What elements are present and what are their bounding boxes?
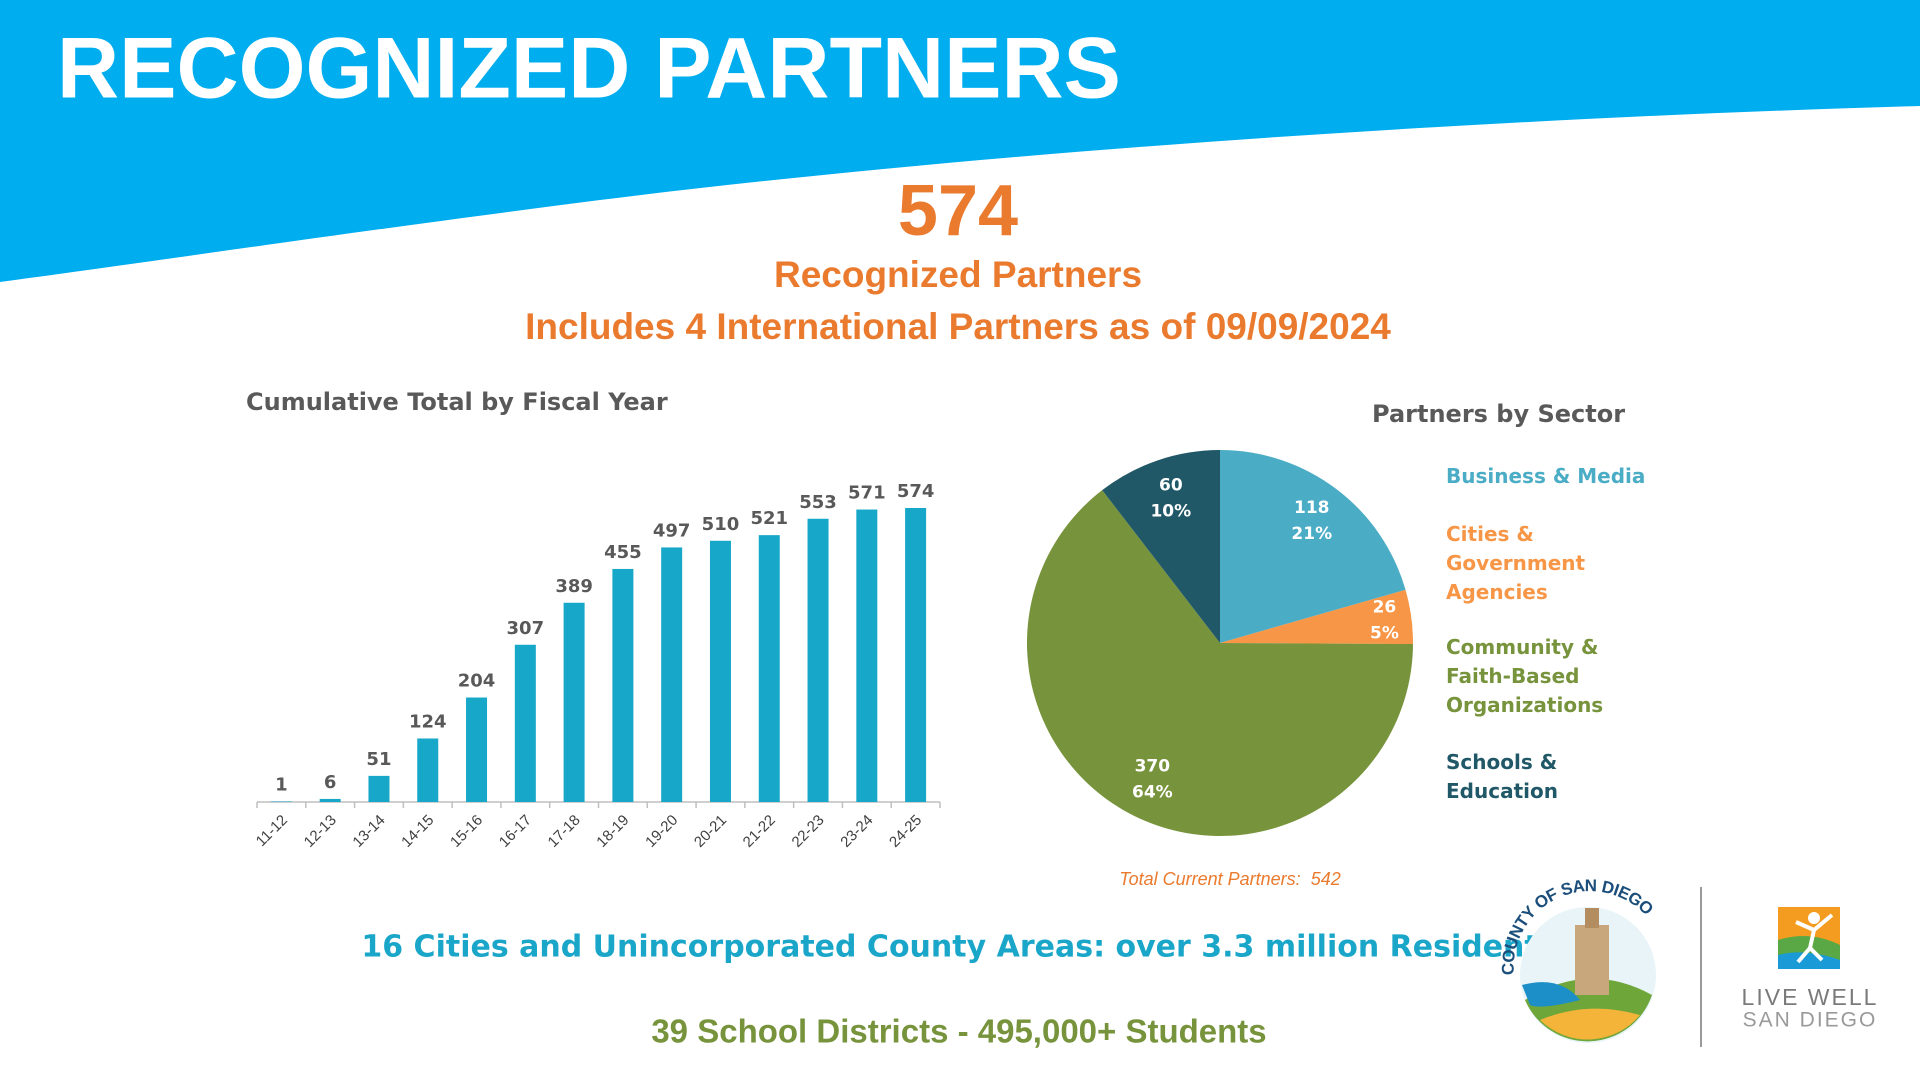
pie-value-label: 26 [1373, 597, 1397, 617]
x-tick-label: 15-16 [447, 812, 486, 851]
bar-value-label: 204 [458, 671, 496, 692]
pie-value-label: 60 [1159, 476, 1183, 496]
footer-line-1: 16 Cities and Unincorporated County Area… [361, 930, 1556, 965]
legend-entry: Community & Faith-Based Organizations [1446, 635, 1604, 717]
page-title: RECOGNIZED PARTNERS [57, 21, 1121, 117]
pie-chart-title: Partners by Sector [1372, 400, 1625, 428]
bar-value-label: 510 [702, 514, 740, 535]
pie-slice [1102, 450, 1220, 643]
footer-line-2: 39 School Districts - 495,000+ Students [651, 1013, 1266, 1050]
bar-value-label: 6 [324, 772, 337, 793]
logo-tower [1585, 908, 1599, 928]
pie-slice [1027, 490, 1413, 836]
bar [514, 644, 536, 802]
live-well-text: LIVE WELL [1742, 984, 1879, 1010]
pie-percent-label: 5% [1370, 623, 1399, 643]
logo-building [1575, 925, 1609, 995]
bar-value-label: 51 [366, 749, 391, 770]
bar-chart-title: Cumulative Total by Fiscal Year [246, 388, 668, 416]
pie-percent-label: 21% [1291, 524, 1332, 544]
headline-label: Recognized Partners [774, 254, 1142, 295]
x-tick-label: 13-14 [349, 812, 388, 851]
legend-entry: Schools & Education [1446, 750, 1558, 803]
legend-entry: Business & Media [1446, 464, 1646, 488]
x-tick-label: 24-25 [886, 812, 925, 851]
bar [661, 547, 683, 802]
x-tick-label: 18-19 [593, 812, 632, 851]
pie-total-label: Total Current Partners: [1119, 869, 1300, 889]
pie-label: 60 10% [1150, 476, 1191, 522]
bar [319, 798, 341, 802]
bar-value-label: 497 [653, 520, 691, 541]
bar [807, 518, 829, 802]
bar-value-label: 389 [555, 576, 593, 597]
x-tick-label: 12-13 [301, 812, 340, 851]
bar [368, 775, 390, 802]
pie-slice [1220, 450, 1406, 643]
live-well-icon-blue [1778, 952, 1840, 969]
bar [856, 509, 878, 802]
bar [270, 801, 292, 802]
bar-value-label: 521 [750, 508, 788, 529]
pie-value-label: 370 [1135, 757, 1171, 777]
bar-value-label: 1 [275, 774, 288, 795]
x-tick-label: 14-15 [398, 812, 437, 851]
bar-value-label: 553 [799, 492, 837, 513]
headline-note: Includes 4 International Partners as of … [525, 306, 1391, 347]
bar [905, 508, 927, 802]
bar [758, 535, 780, 802]
bar [563, 602, 585, 802]
x-tick-label: 11-12 [253, 812, 291, 850]
legend-entry: Cities & Government Agencies [1446, 522, 1586, 604]
pie-value-label: 118 [1294, 498, 1330, 518]
pie-label: 118 21% [1291, 498, 1332, 544]
x-tick-label: 23-24 [837, 812, 876, 851]
header-band [0, 0, 1920, 282]
x-tick-label: 21-22 [740, 812, 779, 851]
live-well-logo: LIVE WELL SAN DIEGO [1742, 907, 1879, 1032]
county-logo: COUNTY OF SAN DIEGO [1499, 877, 1657, 1043]
x-tick-label: 22-23 [789, 812, 828, 851]
x-tick-label: 16-17 [496, 812, 535, 851]
live-well-figure-head [1808, 912, 1820, 924]
bar [417, 738, 439, 802]
pie-total: Total Current Partners: 542 [1119, 869, 1340, 889]
bar [466, 697, 488, 802]
live-well-figure [1795, 913, 1834, 964]
bar-value-label: 571 [848, 483, 886, 504]
logo-field [1540, 1008, 1640, 1040]
pie-label: 370 64% [1132, 757, 1173, 803]
pie-label: 26 5% [1370, 597, 1399, 643]
bar [612, 568, 634, 802]
pie-percent-label: 64% [1132, 783, 1173, 803]
pie-slice [1220, 589, 1413, 645]
logo-water [1522, 982, 1580, 1007]
x-tick-label: 19-20 [642, 812, 681, 851]
bar-value-label: 124 [409, 711, 447, 732]
bar-value-label: 455 [604, 542, 642, 563]
x-tick-label: 17-18 [545, 812, 584, 851]
headline-count: 574 [898, 171, 1018, 251]
x-tick-label: 20-21 [691, 812, 730, 851]
pie-percent-label: 10% [1150, 502, 1191, 522]
bar-value-label: 307 [507, 618, 545, 639]
pie-total-value: 542 [1311, 869, 1341, 889]
bar [709, 540, 731, 802]
bar-value-label: 574 [897, 481, 935, 502]
san-diego-text: SAN DIEGO [1743, 1009, 1878, 1032]
